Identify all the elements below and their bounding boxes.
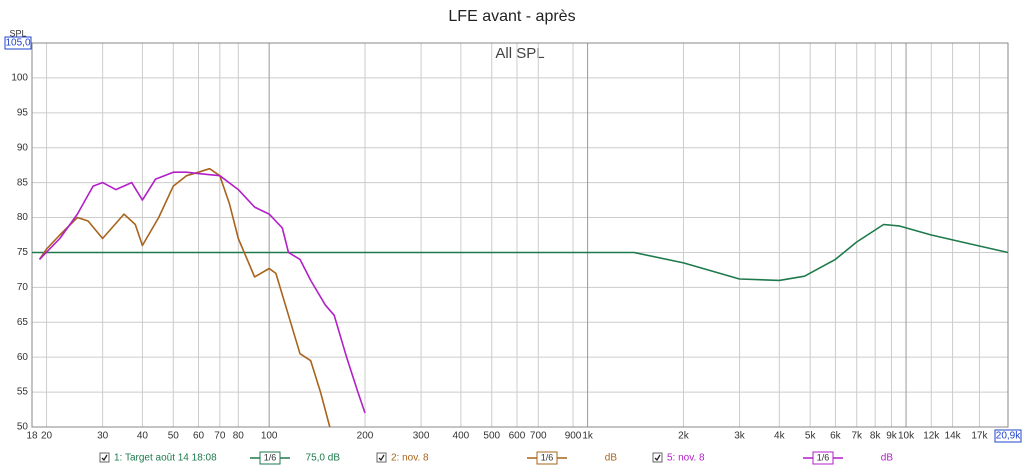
y-tick-label: 85: [17, 177, 29, 188]
series-line: [32, 223, 1009, 282]
legend-label: 1: Target août 14 18:08: [114, 453, 217, 464]
x-tick-label: 500: [483, 431, 500, 442]
legend-smoothing[interactable]: 1/6: [264, 452, 277, 462]
x-tick-label: 700: [530, 431, 547, 442]
y-axis-label: SPL: [9, 28, 26, 38]
x-tick-label: 20: [41, 431, 53, 442]
y-tick-label: 80: [17, 212, 29, 223]
x-tick-label: 40: [137, 431, 149, 442]
x-tick-label: 50: [168, 431, 180, 442]
legend-smoothing-box[interactable]: [536, 451, 558, 465]
y-tick-label: 70: [17, 282, 29, 293]
x-tick-label: 12k: [923, 431, 940, 442]
legend-label: 5: nov. 8: [667, 453, 705, 464]
series-line: [38, 167, 331, 428]
legend-smoothing[interactable]: 1/6: [541, 452, 554, 462]
legend-checkbox[interactable]: [376, 452, 387, 463]
x-tick-box: [994, 429, 1022, 443]
legend-checkbox[interactable]: [652, 452, 663, 463]
y-tick-label: 95: [17, 107, 29, 118]
x-tick-label: 60: [193, 431, 205, 442]
legend-checkmark: [101, 454, 108, 462]
x-tick-label: 30: [97, 431, 109, 442]
y-tick-label: 50: [17, 422, 29, 433]
lines: [32, 167, 1009, 428]
x-tick-label: 200: [357, 431, 374, 442]
legend-checkbox[interactable]: [99, 452, 110, 463]
y-tick-box: [4, 36, 32, 50]
y-tick-label: 100: [11, 73, 28, 84]
x-tick-label: 70: [214, 431, 226, 442]
x-tick-label: 17k: [971, 431, 988, 442]
x-tick-label: 100: [261, 431, 278, 442]
x-tick-label: 3k: [734, 431, 746, 442]
legend: 1: Target août 14 18:08 1/6 75,0 dB 2: nov.…: [99, 451, 894, 465]
y-tick-label: 75: [17, 247, 29, 258]
x-tick-label: 10k: [898, 431, 915, 442]
x-tick-label: 8k: [870, 431, 882, 442]
legend-smoothing-box[interactable]: [259, 451, 281, 465]
y-tick-label: 90: [17, 142, 29, 153]
series-line: [38, 171, 366, 414]
x-tick-label: 900: [565, 431, 582, 442]
x-tick-label: 2k: [678, 431, 690, 442]
plot-frame: [31, 42, 1009, 428]
grid: 50 55 60 65 70 75 80 85 90 95 100 105,0 18 20 30 40 50 60…: [4, 36, 1022, 443]
x-tick-label: 9k: [886, 431, 898, 442]
x-tick-label: 1k: [582, 431, 594, 442]
legend-level: 75,0 dB: [306, 453, 341, 464]
y-tick-label: 60: [17, 352, 29, 363]
x-tick-label: 20,9k: [996, 431, 1021, 442]
x-tick-label: 400: [453, 431, 470, 442]
legend-checkmark: [654, 454, 661, 462]
y-tick-label: 105,0: [5, 38, 30, 49]
legend-label: 2: nov. 8: [391, 453, 429, 464]
legend-smoothing-box[interactable]: [812, 451, 834, 465]
legend-smoothing[interactable]: 1/6: [817, 452, 830, 462]
x-tick-label: 4k: [774, 431, 786, 442]
x-tick-label: 7k: [851, 431, 863, 442]
y-tick-label: 65: [17, 317, 29, 328]
chart-title: LFE avant - après: [448, 8, 575, 25]
x-tick-label: 18: [26, 431, 38, 442]
x-tick-label: 80: [233, 431, 245, 442]
legend-level: dB: [605, 453, 618, 464]
x-tick-label: 600: [509, 431, 526, 442]
x-tick-label: 5k: [805, 431, 817, 442]
x-tick-label: 14k: [945, 431, 962, 442]
legend-checkmark: [378, 454, 385, 462]
legend-level: dB: [881, 453, 894, 464]
chart-subtitle: All SPL: [495, 45, 544, 62]
x-tick-label: 6k: [830, 431, 842, 442]
y-tick-label: 55: [17, 387, 29, 398]
x-tick-label: 300: [413, 431, 430, 442]
